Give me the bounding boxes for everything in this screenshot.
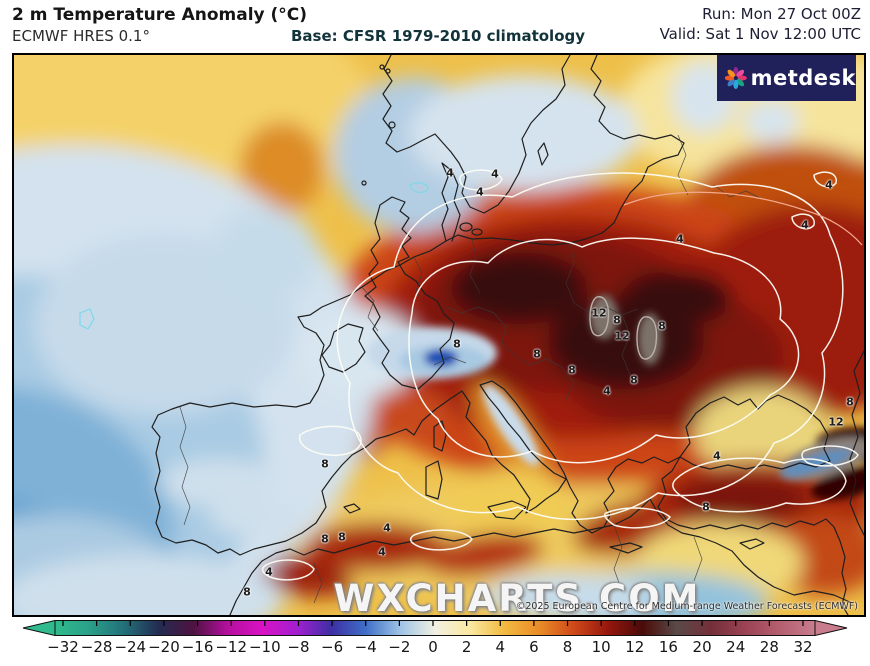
colorbar — [22, 620, 848, 636]
contour-line-salmon — [623, 191, 863, 246]
colorbar-tick-labels: −32 −28 −24 −20 −16 −12 −10 −8 −6 −4 −2 0 2 4 6 8 10 12 16… — [0, 638, 870, 660]
colorbar-tick-label: 24 — [726, 638, 746, 656]
colorbar-tick-label: 32 — [793, 638, 813, 656]
wxcharts-watermark: WXCHARTS.COM — [333, 577, 701, 620]
colorbar-tick-label: −20 — [148, 638, 180, 656]
metdesk-flower-icon — [725, 66, 747, 90]
valid-time-label: Valid: Sat 1 Nov 12:00 UTC — [659, 25, 861, 43]
colorbar-ticks — [62, 620, 804, 626]
colorbar-tick-label: −28 — [80, 638, 113, 656]
colorbar-arrow-left — [22, 620, 56, 636]
colorbar-tick-label: −10 — [248, 638, 281, 656]
colorbar-tick-label: −2 — [388, 638, 411, 656]
contour-lines-cyan — [79, 182, 429, 330]
colorbar-tick-label: 20 — [692, 638, 712, 656]
colorbar-tick-label: −16 — [181, 638, 214, 656]
model-label: ECMWF HRES 0.1° — [12, 27, 150, 45]
colorbar-tick-label: 8 — [562, 638, 573, 656]
colorbar-tick-label: 0 — [428, 638, 438, 656]
anomaly-map: 4 4 4 4 4 8 8 12 8 12 8 8 8 4 8 4 12 8 8 8 4 4 4 8 8 4 metdesk WX… — [12, 53, 866, 620]
colorbar-tick-label: −4 — [354, 638, 377, 656]
copyright-notice: ©2025 European Centre for Medium-range W… — [515, 601, 858, 612]
colorbar-tick-label: 28 — [759, 638, 779, 656]
colorbar-tick-label: −12 — [215, 638, 247, 656]
colorbar-tick-label: 2 — [461, 638, 472, 656]
colorbar-tick-label: 12 — [625, 638, 645, 656]
colorbar-tick-label: −24 — [114, 638, 147, 656]
colorbar-tick-label: −8 — [287, 638, 310, 656]
colorbar-tick-label: 6 — [529, 638, 539, 656]
colorbar-arrow-right — [814, 620, 848, 636]
coastlines — [151, 55, 864, 615]
basemap-svg — [14, 55, 864, 615]
colorbar-tick-label: −32 — [47, 638, 79, 656]
colorbar-gradient-body — [54, 620, 816, 636]
page-title: 2 m Temperature Anomaly (°C) — [12, 5, 308, 25]
metdesk-logo: metdesk — [717, 55, 856, 101]
metdesk-logo-text: metdesk — [750, 66, 856, 90]
colorbar-tick-label: 4 — [495, 638, 506, 656]
run-time-label: Run: Mon 27 Oct 00Z — [702, 5, 861, 23]
colorbar-tick-label: 10 — [591, 638, 611, 656]
colorbar-tick-label: 16 — [658, 638, 678, 656]
climatology-base-label: Base: CFSR 1979-2010 climatology — [291, 27, 586, 45]
colorbar-tick-label: −6 — [321, 638, 344, 656]
country-borders — [179, 134, 763, 604]
contour-lines-12 — [589, 296, 658, 360]
contour-lines — [261, 169, 859, 581]
